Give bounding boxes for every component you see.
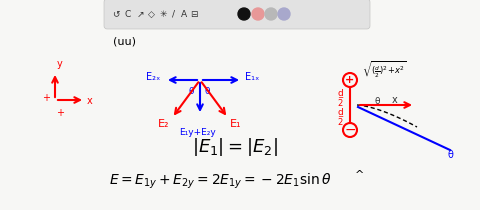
- Text: +: +: [42, 93, 50, 103]
- Text: ◇: ◇: [147, 9, 155, 18]
- Text: A: A: [181, 9, 187, 18]
- Text: /: /: [172, 9, 176, 18]
- Text: d: d: [337, 88, 343, 97]
- Text: θ: θ: [448, 150, 454, 160]
- Text: ↗: ↗: [136, 9, 144, 18]
- Text: −: −: [344, 123, 356, 137]
- Text: x: x: [392, 95, 398, 105]
- Text: ─: ─: [338, 114, 342, 120]
- Text: $E = E_{1y}+E_{2y}=2E_{1y}= -2E_1\sin\theta$: $E = E_{1y}+E_{2y}=2E_{1y}= -2E_1\sin\th…: [109, 171, 331, 191]
- Text: 2: 2: [337, 118, 343, 126]
- Text: +: +: [346, 75, 355, 85]
- Text: ↺: ↺: [112, 9, 120, 18]
- Text: E₂: E₂: [158, 119, 169, 129]
- Text: ^: ^: [354, 170, 364, 180]
- FancyBboxPatch shape: [104, 0, 370, 29]
- Text: θ: θ: [374, 97, 380, 105]
- Text: ─: ─: [338, 95, 342, 101]
- Text: 2: 2: [337, 98, 343, 108]
- Circle shape: [252, 8, 264, 20]
- Text: θ: θ: [188, 87, 194, 96]
- Text: ⊟: ⊟: [190, 9, 198, 18]
- Text: y: y: [57, 59, 63, 69]
- Text: E₂ₓ: E₂ₓ: [145, 72, 160, 82]
- Text: C: C: [125, 9, 131, 18]
- Text: ✳: ✳: [159, 9, 167, 18]
- Text: $\sqrt{(\frac{d}{2})^2\!+\!x^2}$: $\sqrt{(\frac{d}{2})^2\!+\!x^2}$: [362, 59, 407, 81]
- Text: E₁: E₁: [230, 119, 241, 129]
- Text: +: +: [56, 108, 64, 118]
- Text: θ: θ: [204, 87, 210, 96]
- Text: d: d: [337, 108, 343, 117]
- Circle shape: [265, 8, 277, 20]
- Text: E₁ₓ: E₁ₓ: [245, 72, 259, 82]
- Circle shape: [238, 8, 250, 20]
- Text: $|E_1| = |E_2|$: $|E_1| = |E_2|$: [192, 136, 278, 158]
- Text: E₁y+E₂y: E₁y+E₂y: [180, 128, 216, 137]
- Circle shape: [278, 8, 290, 20]
- Text: x: x: [87, 96, 93, 106]
- Text: (uu): (uu): [113, 36, 136, 46]
